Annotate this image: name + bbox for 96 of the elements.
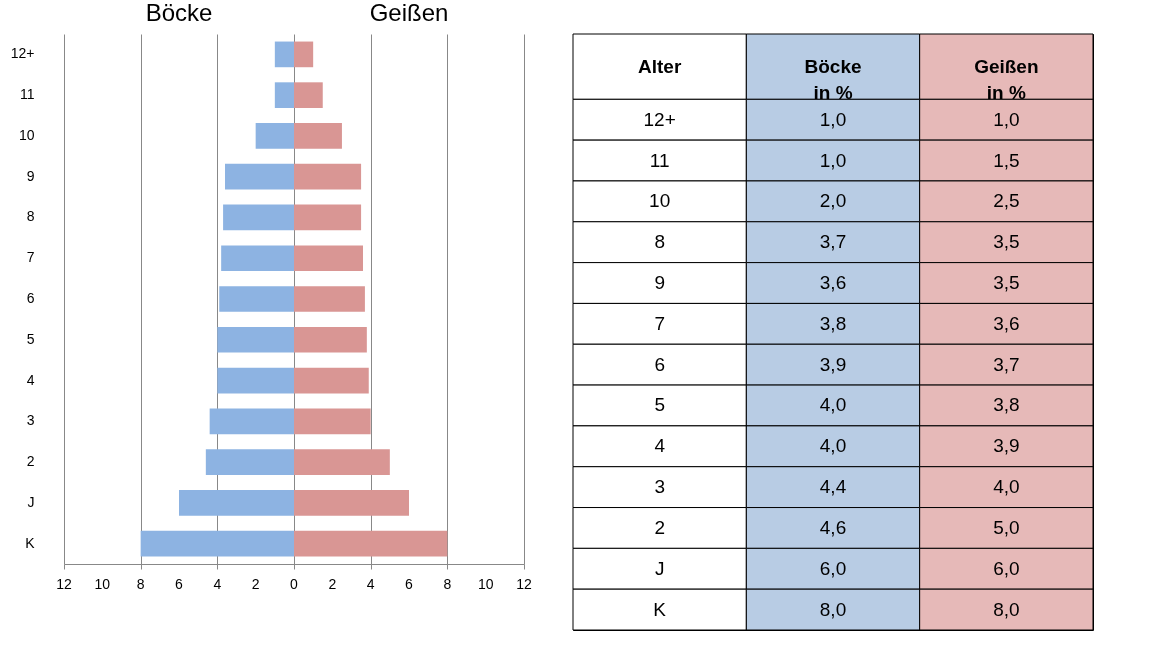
y-tick-label: 8 xyxy=(26,208,35,225)
bar xyxy=(219,286,294,312)
data-label: 6,0 xyxy=(993,557,1020,579)
data-label: 3,7 xyxy=(993,353,1020,375)
bar xyxy=(217,367,294,394)
category-label: 2 xyxy=(654,516,665,538)
series-label: Böcke in % xyxy=(804,55,862,103)
x-tick-label: 2 xyxy=(328,576,337,592)
x-tick-label: 12 xyxy=(516,576,532,592)
data-label: 1,5 xyxy=(993,149,1020,171)
x-tick-label: 6 xyxy=(405,576,414,592)
x-tick-label: 4 xyxy=(366,576,375,592)
category-label: 4 xyxy=(654,435,666,457)
bar xyxy=(223,204,294,231)
y-tick-label: J xyxy=(27,493,35,510)
data-label: 1,0 xyxy=(819,149,847,171)
data-label: 4,6 xyxy=(819,516,847,538)
bar xyxy=(274,41,294,68)
category-label: 12+ xyxy=(643,108,676,130)
data-label: 3,5 xyxy=(993,231,1020,253)
category-label: 6 xyxy=(654,353,665,375)
y-tick-label: 10 xyxy=(18,126,35,143)
bar xyxy=(294,163,362,190)
bar xyxy=(140,530,294,557)
bar xyxy=(294,123,342,149)
data-label: 3,8 xyxy=(819,312,847,334)
text: Geißen xyxy=(369,0,449,26)
bar xyxy=(255,123,294,149)
category-label: 9 xyxy=(654,272,665,294)
x-tick-label: 8 xyxy=(443,576,452,592)
data-label: 3,5 xyxy=(993,272,1020,294)
y-tick-label: 5 xyxy=(26,330,35,347)
data-label: 6,0 xyxy=(819,557,847,579)
data-label: 8,0 xyxy=(819,598,847,620)
text: Böcke xyxy=(145,0,213,26)
x-tick-label: 10 xyxy=(477,576,494,592)
x-tick-label: 10 xyxy=(94,576,111,592)
bar xyxy=(294,204,362,231)
category-label: 7 xyxy=(654,312,665,334)
y-tick-label: 11 xyxy=(19,86,35,103)
bar xyxy=(221,245,294,272)
data-label: 1,0 xyxy=(993,108,1020,130)
data-label: 3,6 xyxy=(819,272,847,294)
y-tick-label: 4 xyxy=(26,371,35,388)
y-tick-label: K xyxy=(25,534,36,551)
data-label: 1,0 xyxy=(819,108,847,130)
y-tick-label: 6 xyxy=(26,290,35,306)
data-label: 4,0 xyxy=(819,394,847,416)
data-label: 2,5 xyxy=(993,190,1020,212)
x-tick-label: 4 xyxy=(213,576,222,592)
bar xyxy=(209,408,294,435)
data-label: 3,7 xyxy=(819,231,847,253)
y-tick-label: 2 xyxy=(26,453,35,470)
x-tick-label: 2 xyxy=(251,576,260,592)
bar xyxy=(217,326,294,353)
x-tick-label: 12 xyxy=(56,576,72,592)
category-label: 8 xyxy=(654,231,665,253)
bar xyxy=(225,163,294,190)
data-label: 4,4 xyxy=(819,476,847,498)
category-label: 5 xyxy=(654,394,665,416)
bar xyxy=(294,41,314,68)
y-tick-label: 12+ xyxy=(10,45,35,62)
x-tick-label: 6 xyxy=(175,576,184,592)
data-label: 5,0 xyxy=(993,516,1020,538)
bar xyxy=(274,82,294,108)
data-label: 3,9 xyxy=(993,435,1020,457)
y-tick-label: 3 xyxy=(26,412,35,429)
data-label: 4,0 xyxy=(993,476,1020,498)
bar xyxy=(294,449,390,475)
bar xyxy=(294,286,365,312)
data-label: 3,6 xyxy=(993,312,1020,334)
bar xyxy=(294,82,323,108)
bar xyxy=(294,367,369,394)
bar xyxy=(294,490,409,516)
category-label: J xyxy=(654,557,665,579)
category-label: 11 xyxy=(649,149,670,171)
category-label: K xyxy=(653,598,667,620)
bar xyxy=(179,490,294,516)
category-label: 3 xyxy=(654,476,665,498)
bar xyxy=(294,408,371,435)
data-label: 2,0 xyxy=(819,190,847,212)
bar xyxy=(294,245,363,272)
text: Alter xyxy=(638,55,682,77)
bar xyxy=(294,530,448,557)
data-label: 3,9 xyxy=(819,353,847,375)
y-tick-label: 7 xyxy=(26,249,35,266)
bar xyxy=(205,449,294,475)
x-tick-label: 8 xyxy=(136,576,145,592)
y-tick-label: 9 xyxy=(26,167,35,184)
data-label: 3,8 xyxy=(993,394,1020,416)
data-label: 8,0 xyxy=(993,598,1020,620)
series-label: Geißen in % xyxy=(974,55,1039,103)
x-tick-label: 0 xyxy=(290,576,299,592)
data-label: 4,0 xyxy=(819,435,847,457)
bar xyxy=(294,326,367,353)
category-label: 10 xyxy=(649,190,671,212)
